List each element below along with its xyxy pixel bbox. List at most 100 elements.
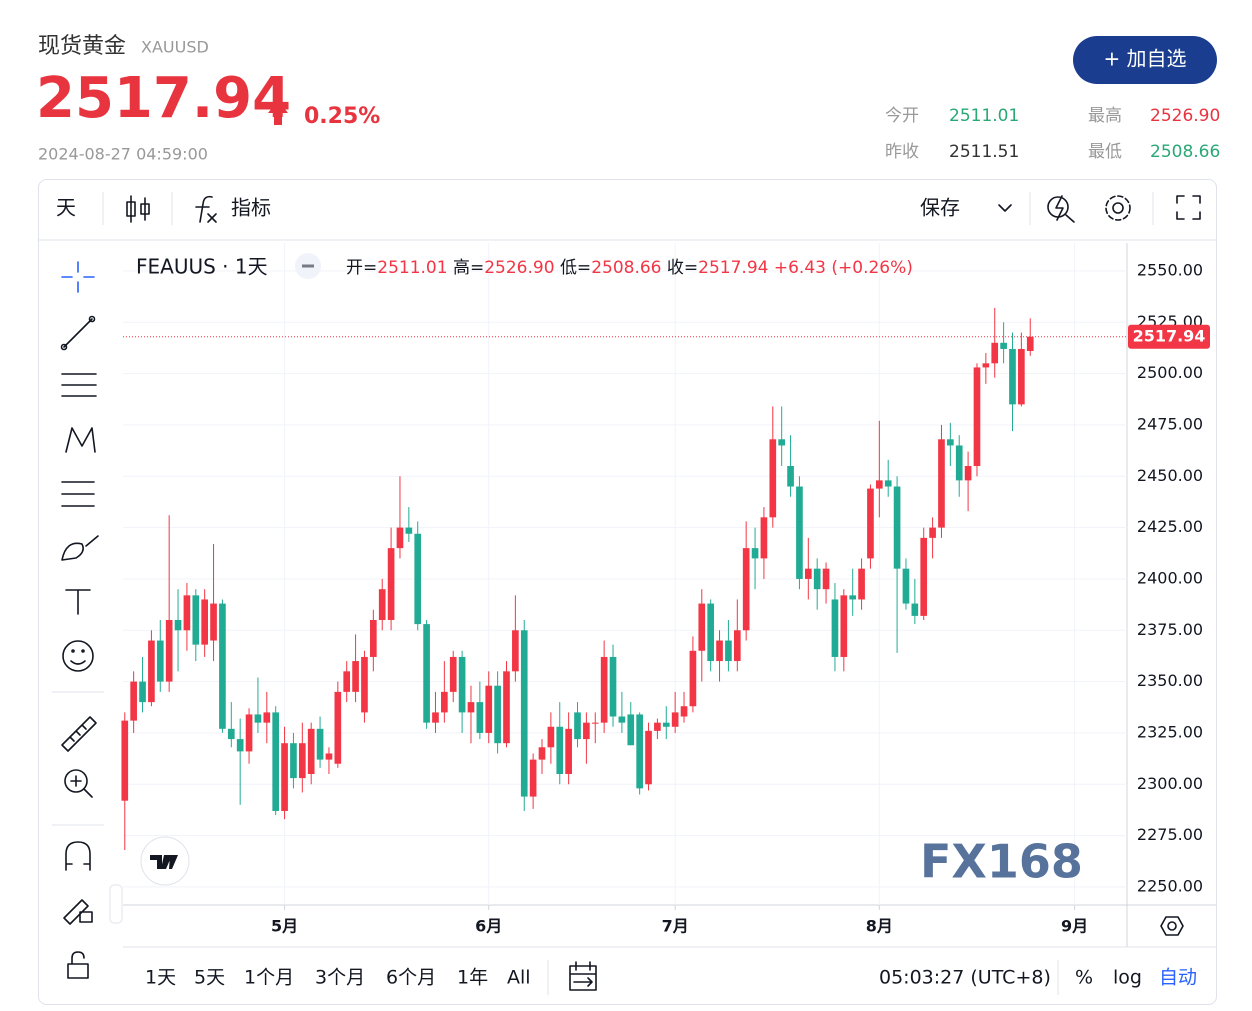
candle-body — [769, 439, 777, 518]
candle-body — [1018, 348, 1025, 405]
x-tick-label: 7月 — [662, 917, 689, 936]
candle-body — [680, 706, 688, 717]
tradingview-mark[interactable] — [150, 855, 178, 869]
candle-body — [361, 656, 368, 713]
percent-button[interactable]: % — [1075, 967, 1093, 989]
price: 2517.94 — [36, 66, 291, 131]
add-watchlist-label[interactable]: + 加自选 — [1103, 47, 1186, 71]
candle-body — [538, 747, 546, 760]
axis-settings-icon[interactable] — [1160, 916, 1184, 936]
candle-body — [565, 728, 572, 774]
stat-value: 2508.66 — [1150, 142, 1220, 162]
candle-body — [378, 589, 386, 620]
range-button[interactable]: 1个月 — [244, 967, 294, 989]
candle-body — [725, 640, 732, 662]
add-watchlist-button[interactable] — [1073, 36, 1217, 84]
candle-body — [174, 619, 182, 631]
y-tick-label: 2550.00 — [1137, 260, 1203, 279]
candle-body — [804, 568, 812, 579]
candle-body — [813, 568, 821, 590]
candle-body — [654, 722, 661, 731]
range-button[interactable]: 1天 — [145, 967, 176, 989]
auto-button[interactable]: 自动 — [1159, 967, 1197, 989]
candle-body — [636, 714, 643, 789]
candle-body — [396, 527, 404, 549]
candle-body — [778, 439, 786, 446]
candle-body — [254, 714, 262, 723]
candle-body — [370, 619, 377, 657]
candle-body — [583, 722, 590, 740]
indicator-icon[interactable] — [195, 195, 217, 223]
clock: 05:03:27 (UTC+8) — [879, 967, 1051, 989]
candle-body — [742, 548, 750, 631]
candle-body — [867, 488, 874, 559]
candle-body — [405, 527, 413, 534]
candle-body — [600, 656, 608, 723]
legend-symbol: FEAUUS · 1天 — [136, 255, 268, 279]
fullscreen-icon[interactable] — [1176, 195, 1201, 220]
candle-body — [733, 630, 741, 662]
candle-body — [645, 730, 652, 785]
candle-body — [849, 595, 857, 600]
y-tick-label: 2425.00 — [1137, 517, 1203, 536]
y-tick-label: 2275.00 — [1137, 825, 1203, 844]
candle-body — [938, 439, 945, 528]
range-button[interactable]: 3个月 — [315, 967, 365, 989]
legend-label: 高= — [453, 258, 484, 278]
candle-body — [298, 743, 306, 779]
range-button[interactable]: 1年 — [457, 967, 488, 989]
candle-body — [156, 640, 164, 682]
candle-body — [520, 630, 528, 797]
alert-icon[interactable] — [1047, 195, 1075, 223]
candle-body — [609, 656, 617, 717]
indicators-button[interactable]: 指标 — [231, 196, 271, 220]
candle-body — [494, 685, 501, 744]
legend-label: 开= — [346, 258, 377, 278]
candle-body — [476, 702, 484, 733]
candle-body — [307, 728, 315, 774]
candle-body — [485, 685, 493, 733]
candle-body — [423, 624, 430, 723]
candle-body — [121, 720, 129, 801]
legend-label: 低= — [560, 258, 591, 278]
candle-body — [245, 714, 253, 752]
log-button[interactable]: log — [1113, 967, 1142, 989]
stat-value: 2511.01 — [949, 106, 1019, 126]
candle-body — [325, 753, 333, 760]
collapse-handle[interactable] — [109, 884, 123, 924]
candle-body — [858, 568, 865, 600]
range-button[interactable]: All — [507, 967, 531, 989]
candle-body — [503, 671, 510, 744]
candle-body — [352, 661, 359, 692]
x-tick-label: 8月 — [866, 917, 893, 936]
candle-body — [148, 640, 155, 703]
settings-icon[interactable] — [1105, 195, 1131, 221]
candle-body — [432, 712, 439, 723]
candle-body — [210, 603, 217, 641]
interval-button[interactable]: 天 — [56, 196, 76, 220]
candle-body — [947, 439, 954, 446]
candle-body — [973, 367, 981, 466]
candle-body — [902, 568, 910, 604]
candle-body — [698, 603, 706, 651]
stat-label: 最低 — [1088, 142, 1122, 162]
drawing-tools[interactable] — [60, 261, 99, 979]
candle-body — [316, 728, 324, 760]
candle-body — [574, 712, 581, 740]
candle-body — [441, 691, 448, 713]
y-tick-label: 2375.00 — [1137, 620, 1203, 639]
candle-body — [911, 603, 919, 616]
y-tick-label: 2350.00 — [1137, 671, 1203, 690]
range-button[interactable]: 5天 — [194, 967, 225, 989]
x-tick-label: 5月 — [271, 917, 298, 936]
candle-type-icon[interactable] — [126, 195, 150, 223]
range-button[interactable]: 6个月 — [386, 967, 436, 989]
goto-date-icon[interactable] — [569, 961, 597, 991]
candle-body — [529, 759, 537, 797]
candle-body — [458, 656, 466, 713]
candle-body — [334, 691, 342, 764]
save-menu-chevron[interactable] — [998, 204, 1012, 212]
y-tick-label: 2475.00 — [1137, 414, 1203, 433]
save-button[interactable]: 保存 — [920, 196, 960, 220]
x-tick-label: 9月 — [1061, 917, 1088, 936]
